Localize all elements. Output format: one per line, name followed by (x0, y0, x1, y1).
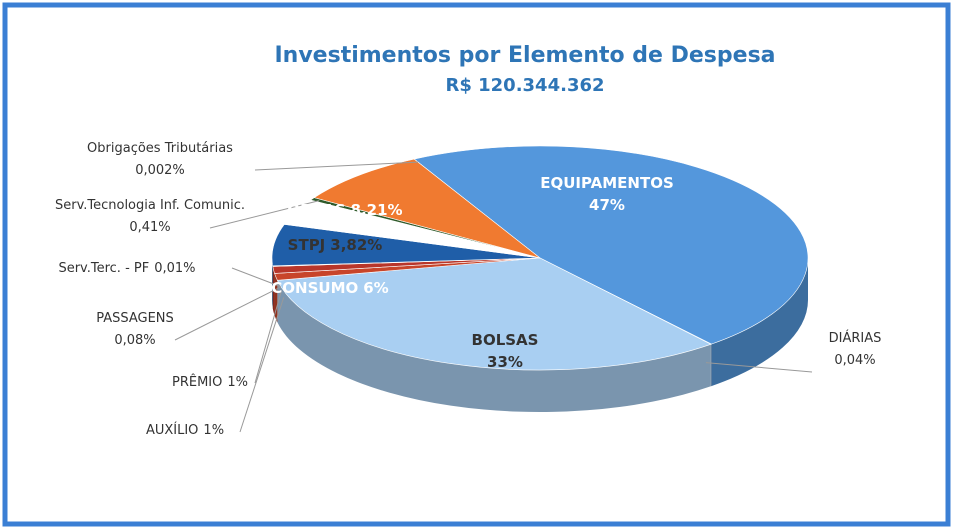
slice-side (274, 273, 278, 323)
value-label: 0,41% (129, 220, 170, 235)
slice-label: OBRAS 8,21% (287, 201, 402, 219)
value-label: 0,08% (114, 333, 155, 348)
category-label: OBRAS (287, 201, 345, 219)
category-label: Serv.Terc. - PF (58, 261, 149, 276)
value-label: 1% (227, 375, 248, 390)
category-label: PASSAGENS (96, 311, 174, 326)
slice-label: Serv.Terc. - PF 0,01% (58, 261, 195, 276)
slice-side (277, 280, 711, 412)
leader-line (254, 290, 283, 384)
value-label: 47% (589, 196, 625, 214)
slice-label: STPJ 3,82% (288, 236, 383, 254)
chart-subtitle: R$ 120.344.362 (445, 75, 604, 96)
category-label: BOLSAS (472, 331, 539, 349)
leader-line (239, 297, 285, 433)
labels: Obrigações Tributárias 0,002% EQUIPAMENTOS… (55, 141, 881, 438)
category-label: EQUIPAMENTOS (540, 174, 674, 192)
value-label: 0,01% (154, 261, 195, 276)
slice (413, 145, 809, 345)
slice-label: PRÊMIO 1% (172, 374, 248, 390)
leader-line (174, 286, 281, 341)
value-label: 6% (363, 279, 388, 297)
value-label: 0,002% (135, 163, 185, 178)
slice-label: AUXÍLIO 1% (146, 422, 224, 438)
value-label: 1% (203, 423, 224, 438)
slice-label: PASSAGENS 0,08% (96, 311, 174, 348)
slice (313, 158, 541, 259)
value-label: 8,21% (351, 201, 403, 219)
category-label: DIÁRIAS (829, 330, 882, 346)
slice-side (711, 258, 808, 387)
value-label: 33% (487, 353, 523, 371)
leader-line (231, 267, 281, 288)
category-label: PRÊMIO (172, 374, 222, 390)
category-label: AUXÍLIO (146, 422, 198, 438)
category-label: Obrigações Tributárias (87, 141, 233, 156)
slice-label: Obrigações Tributárias 0,002% (87, 141, 233, 178)
category-label: Serv.Tecnologia Inf. Comunic. (55, 198, 245, 213)
pie-tops (271, 145, 809, 371)
category-label: STPJ (288, 236, 326, 254)
slice-label: DIÁRIAS 0,04% (829, 330, 882, 368)
category-label: CONSUMO (271, 279, 358, 297)
leader-line (209, 200, 320, 229)
value-label: 3,82% (330, 236, 382, 254)
slice-side (710, 344, 712, 387)
slice-label: BOLSAS 33% (472, 331, 539, 371)
leader-line (705, 362, 813, 373)
slice (276, 257, 712, 371)
chart-title: Investimentos por Elemento de Despesa (274, 43, 775, 68)
leader-line (254, 161, 418, 171)
value-label: 0,04% (834, 353, 875, 368)
slice-label: CONSUMO 6% (271, 279, 388, 297)
slice-label: Serv.Tecnologia Inf. Comunic. 0,41% (55, 198, 245, 235)
slice-label: EQUIPAMENTOS 47% (540, 174, 674, 214)
